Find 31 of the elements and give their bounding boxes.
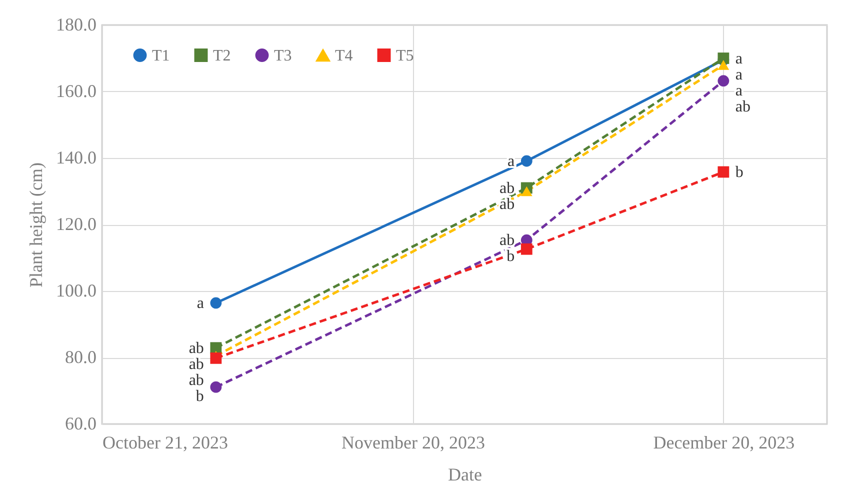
annotation: ab	[500, 232, 515, 250]
legend-label: T1	[152, 47, 170, 64]
y-tick-label: 80.0	[65, 347, 96, 367]
annotation: a	[196, 294, 204, 312]
x-tick-label: October 21, 2023	[102, 432, 228, 452]
annotation: ab	[188, 372, 204, 389]
annotation: ab	[500, 196, 515, 213]
legend-label: T4	[335, 48, 353, 65]
annotation: ab	[188, 356, 204, 373]
annotation: b	[735, 164, 744, 181]
annotation: ab	[188, 340, 204, 357]
y-tick-label: 120.0	[56, 214, 96, 234]
legend-label: T5	[396, 47, 414, 64]
y-tick-label: 100.0	[56, 280, 96, 300]
legend-label: T3	[274, 47, 292, 64]
y-axis-title: Plant height (cm)	[26, 162, 46, 288]
legend-label: T2	[213, 47, 231, 64]
y-tick-label: 60.0	[65, 414, 96, 434]
x-tick-label: November 20, 2023	[341, 432, 485, 452]
annotation: a	[735, 50, 743, 68]
annotation: ab	[735, 98, 751, 116]
annotation: a	[735, 66, 743, 84]
annotation: a	[508, 152, 515, 170]
annotation: ab	[500, 180, 515, 197]
x-axis-title: Date	[448, 464, 482, 484]
annotation: a	[735, 82, 743, 100]
y-tick-label: 140.0	[56, 148, 96, 168]
y-tick-label: 160.0	[56, 81, 96, 101]
x-tick-label: December 20, 2023	[653, 432, 795, 452]
y-tick-label: 180.0	[56, 14, 96, 34]
annotation: b	[196, 388, 204, 405]
